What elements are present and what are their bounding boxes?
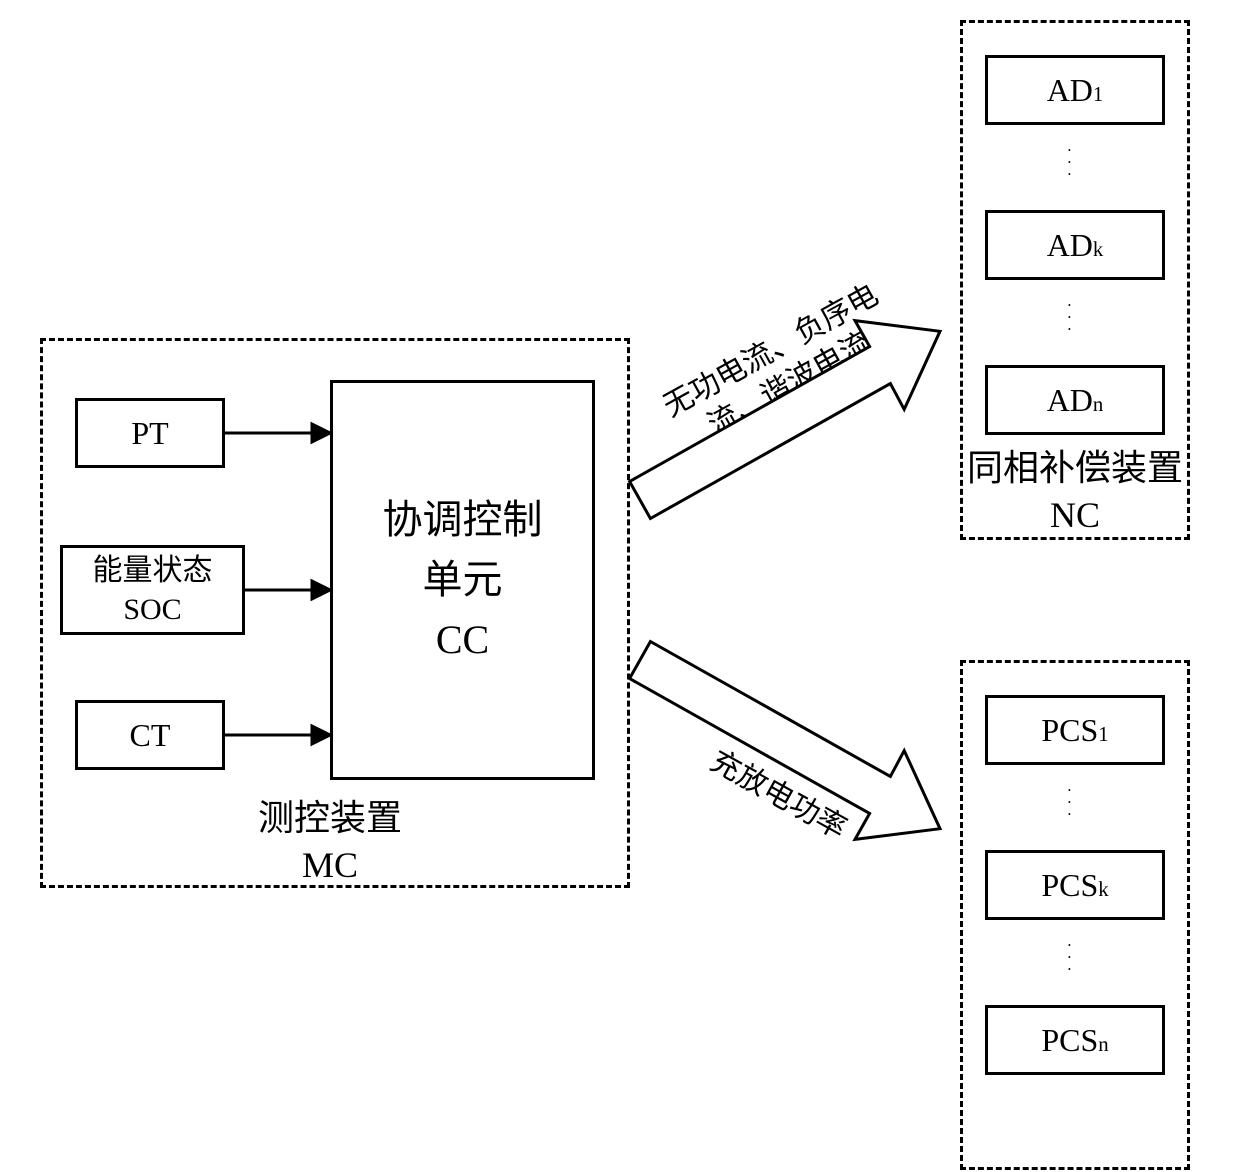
mc-label: 测控装置 MC (240, 795, 420, 889)
arrow-down-label: 充放电功率 (682, 724, 878, 859)
ad1-box: AD1 (985, 55, 1165, 125)
dots-ad-2: ••• (1068, 300, 1071, 336)
pcsk-label: PCSk (1041, 867, 1108, 904)
cc-line2: 单元 (383, 550, 543, 610)
mc-label-1: 测控装置 (240, 795, 420, 842)
arrow-up-label: 无功电流、负序电 流、谐波电流 (622, 257, 938, 478)
dots-ad-1: ••• (1068, 145, 1071, 181)
dots-pcs-1: ••• (1068, 785, 1071, 821)
nc-label-1: 同相补偿装置 (955, 445, 1195, 492)
adk-label: ADk (1047, 227, 1104, 264)
soc-box: 能量状态 SOC (60, 545, 245, 635)
pcs1-label: PCS1 (1041, 712, 1108, 749)
pcsk-box: PCSk (985, 850, 1165, 920)
soc-line1: 能量状态 (93, 551, 213, 590)
dots-pcs-2: ••• (1068, 940, 1071, 976)
pcs1-box: PCS1 (985, 695, 1165, 765)
cc-line3: CC (383, 610, 543, 670)
ad1-label: AD1 (1047, 72, 1104, 109)
nc-label: 同相补偿装置 NC (955, 445, 1195, 539)
adk-box: ADk (985, 210, 1165, 280)
arrow-down-label-text: 充放电功率 (705, 744, 852, 846)
adn-box: ADn (985, 365, 1165, 435)
pcsn-box: PCSn (985, 1005, 1165, 1075)
cc-line1: 协调控制 (383, 490, 543, 550)
soc-line2: SOC (93, 590, 213, 629)
ct-label: CT (130, 717, 171, 754)
adn-label: ADn (1047, 382, 1104, 419)
cc-box: 协调控制 单元 CC (330, 380, 595, 780)
pt-box: PT (75, 398, 225, 468)
pt-label: PT (131, 415, 168, 452)
mc-label-2: MC (240, 842, 420, 889)
ct-box: CT (75, 700, 225, 770)
pcsn-label: PCSn (1041, 1022, 1108, 1059)
nc-label-2: NC (955, 492, 1195, 539)
